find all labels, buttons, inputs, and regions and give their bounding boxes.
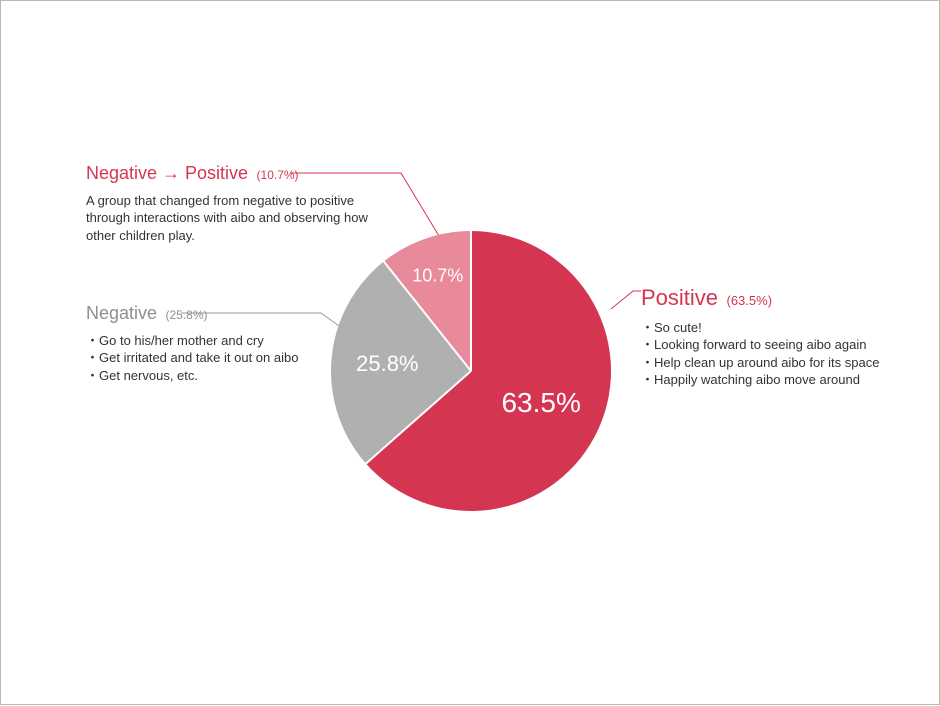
annotation-negative: Negative (25.8%) ・Go to his/her mother a… <box>86 301 366 384</box>
annotation-bullet: ・Help clean up around aibo for its space <box>641 354 921 372</box>
pie-slice-label-neg_to_pos: 10.7% <box>412 265 463 286</box>
annotation-neg-to-pos-body: A group that changed from negative to po… <box>86 192 396 245</box>
annotation-neg-to-pos-pct: (10.7%) <box>257 168 299 182</box>
pie-chart: 63.5%25.8%10.7% <box>331 231 611 511</box>
annotation-negative-pct: (25.8%) <box>166 308 208 322</box>
annotation-neg-to-pos: Negative → Positive (10.7%) A group that… <box>86 161 396 244</box>
annotation-neg-to-pos-title: Negative → Positive <box>86 163 248 183</box>
annotation-positive: Positive (63.5%) ・So cute!・Looking forwa… <box>641 283 921 389</box>
annotation-negative-title: Negative <box>86 303 157 323</box>
annotation-positive-title: Positive <box>641 285 718 310</box>
annotation-positive-pct: (63.5%) <box>727 293 773 308</box>
pie-slice-label-positive: 63.5% <box>501 387 580 419</box>
leader-line-positive <box>611 291 641 309</box>
annotation-bullet: ・Looking forward to seeing aibo again <box>641 336 921 354</box>
annotation-negative-body: ・Go to his/her mother and cry・Get irrita… <box>86 332 366 385</box>
annotation-positive-body: ・So cute!・Looking forward to seeing aibo… <box>641 319 921 389</box>
annotation-bullet: ・Get irritated and take it out on aibo <box>86 349 366 367</box>
annotation-bullet: ・Get nervous, etc. <box>86 367 366 385</box>
chart-stage: 63.5%25.8%10.7% Positive (63.5%) ・So cut… <box>1 1 940 706</box>
annotation-bullet: ・Happily watching aibo move around <box>641 371 921 389</box>
annotation-bullet: ・So cute! <box>641 319 921 337</box>
annotation-bullet: ・Go to his/her mother and cry <box>86 332 366 350</box>
